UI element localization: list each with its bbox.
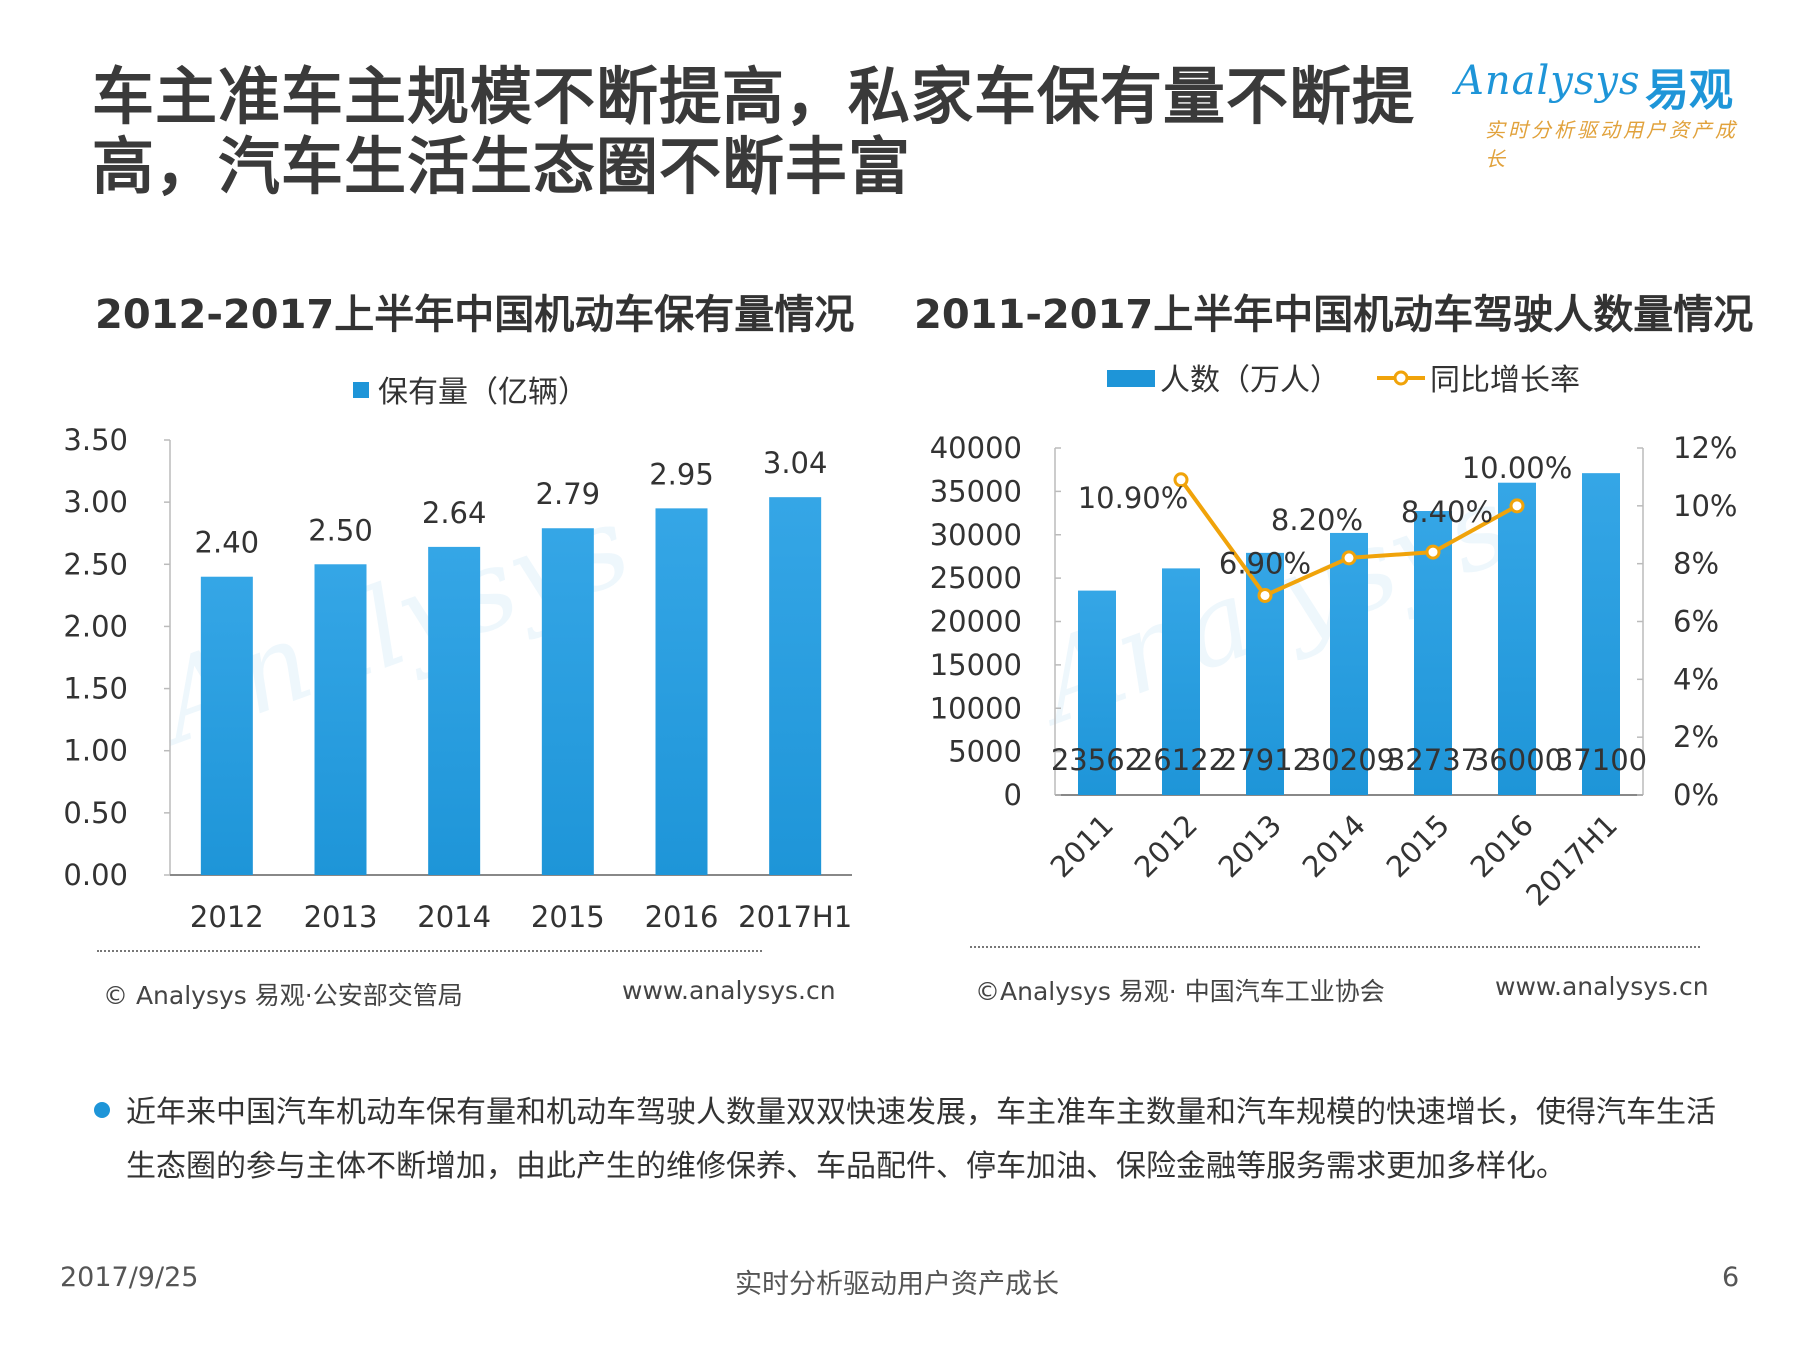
y-left-tick-label: 10000	[930, 691, 1022, 725]
x-tick-label: 2011	[1044, 808, 1120, 884]
chart2-title: 2011-2017上半年中国机动车驾驶人数量情况	[914, 292, 1754, 338]
growth-point	[1257, 587, 1273, 603]
bar	[769, 497, 822, 875]
growth-data-label: 6.90%	[1219, 546, 1311, 580]
data-label: 2.79	[536, 477, 601, 511]
chart2-url[interactable]: www.analysys.cn	[1495, 972, 1709, 1001]
y-tick-label: 0.00	[63, 858, 128, 892]
y-right-tick-label: 4%	[1673, 662, 1719, 696]
x-tick-label: 2016	[1464, 808, 1540, 884]
y-right-tick-label: 8%	[1673, 547, 1719, 581]
x-tick-label: 2012	[1128, 808, 1204, 884]
growth-data-label: 10.90%	[1078, 481, 1189, 515]
x-tick-label: 2012	[190, 900, 264, 934]
footer-date: 2017/9/25	[60, 1262, 199, 1293]
analysys-logo: Analysys 易观 实时分析驱动用户资产成长	[1455, 58, 1755, 171]
chart1-source: © Analysys 易观·公安部交管局	[103, 981, 463, 1010]
growth-point	[1509, 498, 1525, 514]
bar	[1078, 590, 1116, 795]
y-tick-label: 3.50	[63, 423, 128, 457]
bar-data-label: 36000	[1471, 743, 1563, 777]
x-tick-label: 2016	[645, 900, 719, 934]
legend-swatch	[353, 382, 369, 398]
y-right-tick-label: 6%	[1673, 605, 1719, 639]
bar	[1162, 568, 1200, 795]
bar	[428, 546, 481, 875]
chart2-divider	[970, 946, 1700, 948]
chart1-divider	[97, 950, 762, 952]
data-label: 2.95	[649, 457, 714, 491]
bar	[1330, 532, 1368, 795]
chart2-source: ©Analysys 易观· 中国汽车工业协会	[975, 977, 1385, 1006]
y-right-tick-label: 10%	[1673, 489, 1737, 523]
bar-data-label: 30209	[1303, 743, 1395, 777]
growth-point	[1341, 550, 1357, 566]
y-left-tick-label: 15000	[930, 648, 1022, 682]
bar	[1582, 473, 1620, 795]
legend-swatch-bar	[1107, 370, 1155, 387]
y-left-tick-label: 30000	[930, 518, 1022, 552]
y-right-tick-label: 12%	[1673, 431, 1737, 465]
growth-data-label: 8.20%	[1271, 503, 1363, 537]
y-left-tick-label: 25000	[930, 561, 1022, 595]
page-title: 车主准车主规模不断提高，私家车保有量不断提高，汽车生活生态圈不断丰富	[92, 60, 1416, 203]
y-right-tick-label: 2%	[1673, 720, 1719, 754]
y-tick-label: 3.00	[63, 485, 128, 519]
bar	[655, 508, 708, 875]
y-tick-label: 2.50	[63, 547, 128, 581]
bar-data-label: 23562	[1051, 743, 1143, 777]
legend-marker	[1393, 370, 1409, 386]
chart1-url[interactable]: www.analysys.cn	[622, 976, 836, 1005]
bar-data-label: 26122	[1135, 743, 1227, 777]
growth-data-label: 10.00%	[1462, 451, 1573, 485]
x-tick-label: 2015	[531, 900, 605, 934]
y-tick-label: 1.50	[63, 672, 128, 706]
y-left-tick-label: 35000	[930, 474, 1022, 508]
y-right-tick-label: 0%	[1673, 778, 1719, 812]
x-tick-label: 2014	[1296, 808, 1372, 884]
y-tick-label: 1.00	[63, 734, 128, 768]
legend-label-bar: 人数（万人）	[1160, 363, 1340, 398]
summary-text: 近年来中国汽车机动车保有量和机动车驾驶人数量双双快速发展，车主准车主数量和汽车规…	[126, 1095, 1716, 1184]
y-left-tick-label: 0	[1004, 778, 1022, 812]
legend-label-line: 同比增长率	[1430, 363, 1580, 398]
y-tick-label: 0.50	[63, 796, 128, 830]
data-label: 2.40	[195, 526, 260, 560]
y-left-tick-label: 20000	[930, 605, 1022, 639]
x-tick-label: 2017H1	[1519, 808, 1624, 913]
growth-point	[1425, 544, 1441, 560]
x-tick-label: 2014	[417, 900, 491, 934]
bar	[541, 528, 594, 875]
y-left-tick-label: 5000	[948, 735, 1022, 769]
bar-data-label: 27912	[1219, 743, 1311, 777]
growth-point	[1173, 472, 1189, 488]
footer-slogan: 实时分析驱动用户资产成长	[735, 1269, 1059, 1300]
y-left-tick-label: 40000	[930, 431, 1022, 465]
legend-label: 保有量（亿辆）	[378, 375, 588, 410]
bar	[200, 576, 253, 875]
bar-data-label: 32737	[1387, 743, 1479, 777]
bullet-dot-icon	[94, 1102, 110, 1118]
bar	[1498, 482, 1536, 795]
y-tick-label: 2.00	[63, 609, 128, 643]
x-tick-label: 2013	[304, 900, 378, 934]
chart1-title: 2012-2017上半年中国机动车保有量情况	[95, 292, 855, 338]
data-label: 2.64	[422, 496, 487, 530]
bar	[314, 564, 367, 875]
data-label: 2.50	[308, 513, 373, 547]
growth-data-label: 8.40%	[1401, 495, 1493, 529]
logo-slogan: 实时分析驱动用户资产成长	[1485, 118, 1738, 171]
x-tick-label: 2015	[1380, 808, 1456, 884]
logo-wordmark: Analysys	[1455, 58, 1641, 104]
page-number: 6	[1722, 1262, 1740, 1293]
logo-chinese-name: 易观	[1645, 65, 1733, 116]
bar-data-label: 37100	[1555, 743, 1647, 777]
x-tick-label: 2017H1	[738, 900, 852, 934]
data-label: 3.04	[763, 446, 828, 480]
x-tick-label: 2013	[1212, 808, 1288, 884]
